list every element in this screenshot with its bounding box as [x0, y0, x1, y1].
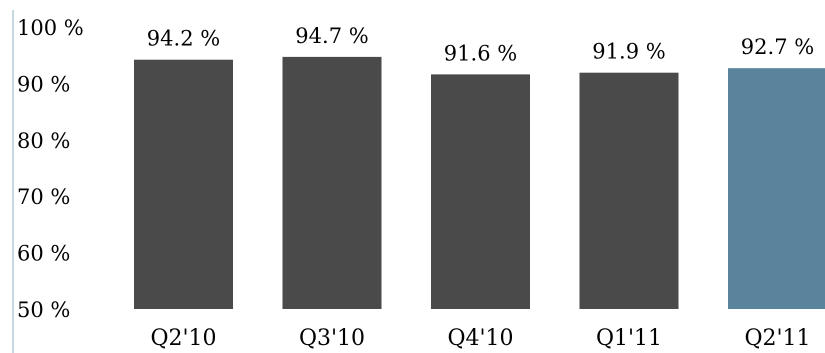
y-tick-label: 80 % — [17, 129, 70, 153]
bars — [134, 56, 825, 310]
x-category-label: Q3'10 — [299, 326, 365, 351]
bar — [282, 56, 382, 309]
bar — [728, 68, 825, 309]
bar — [579, 72, 679, 310]
data-labels: 94.2 % 94.7 % 91.6 % 91.9 % 92.7 % — [147, 24, 814, 65]
x-category-label: Q4'10 — [447, 326, 513, 351]
x-axis-labels: Q2'10 Q3'10 Q4'10 Q1'11 Q2'11 — [150, 326, 810, 351]
bar-value-label: 94.2 % — [147, 27, 220, 51]
bar-value-label: 91.9 % — [592, 40, 665, 64]
y-axis-ticks: 50 % 60 % 70 % 80 % 90 % 100 % — [17, 16, 84, 322]
x-category-label: Q2'10 — [150, 326, 216, 351]
y-tick-label: 90 % — [17, 72, 70, 96]
bar — [134, 59, 233, 309]
y-tick-label: 100 % — [17, 16, 84, 40]
y-tick-label: 50 % — [17, 298, 70, 322]
y-tick-label: 60 % — [17, 242, 70, 266]
bar-value-label: 92.7 % — [741, 35, 814, 59]
x-category-label: Q2'11 — [744, 326, 810, 351]
bar-value-label: 94.7 % — [295, 24, 368, 48]
x-category-label: Q1'11 — [596, 326, 662, 351]
bar — [431, 74, 530, 309]
bar-value-label: 91.6 % — [444, 41, 517, 65]
y-tick-label: 70 % — [17, 185, 70, 209]
